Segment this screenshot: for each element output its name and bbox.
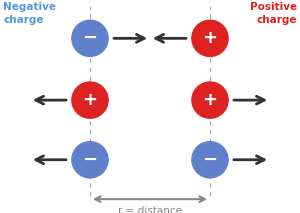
Text: +: + [82, 91, 98, 109]
Text: Negative
charge: Negative charge [3, 2, 56, 24]
Text: +: + [202, 29, 217, 47]
Ellipse shape [72, 82, 108, 118]
Text: −: − [82, 151, 98, 169]
Ellipse shape [192, 82, 228, 118]
Text: −: − [202, 151, 217, 169]
Ellipse shape [72, 142, 108, 178]
Text: r = distance: r = distance [118, 206, 182, 213]
Ellipse shape [192, 142, 228, 178]
Text: −: − [82, 29, 98, 47]
Ellipse shape [192, 20, 228, 56]
Text: Positive
charge: Positive charge [250, 2, 297, 24]
Text: +: + [202, 91, 217, 109]
Ellipse shape [72, 20, 108, 56]
